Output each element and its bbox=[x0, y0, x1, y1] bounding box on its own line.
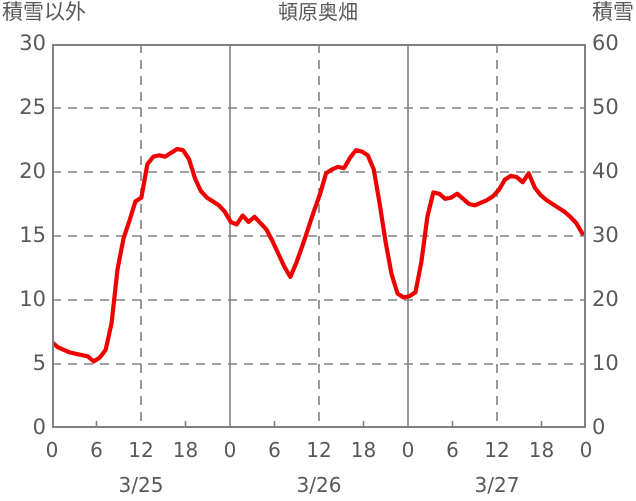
x-tick-label: 12 bbox=[306, 438, 332, 462]
y-tick-label-right: 60 bbox=[592, 31, 619, 55]
y-tick-label-left: 10 bbox=[19, 287, 46, 311]
y-tick-label-left: 30 bbox=[19, 31, 46, 55]
page-title: 頓原奥畑 bbox=[278, 0, 358, 24]
x-tick-label: 12 bbox=[128, 438, 154, 462]
y-tick-label-left: 5 bbox=[32, 351, 46, 375]
x-tick-label: 18 bbox=[350, 438, 377, 462]
plot-canvas bbox=[52, 44, 586, 428]
left-axis-caption: 積雪以外 bbox=[2, 0, 86, 24]
y-tick-label-right: 30 bbox=[592, 223, 619, 247]
x-tick-label: 0 bbox=[401, 438, 415, 462]
y-tick-label-right: 50 bbox=[592, 95, 619, 119]
day-label: 3/27 bbox=[474, 473, 520, 497]
plot-area bbox=[52, 44, 586, 428]
x-axis-tick-marks bbox=[95, 421, 543, 428]
right-axis-caption: 積雪 bbox=[592, 0, 634, 24]
y-tick-label-left: 15 bbox=[19, 223, 46, 247]
day-label: 3/25 bbox=[118, 473, 164, 497]
x-tick-label: 6 bbox=[268, 438, 281, 462]
x-tick-label: 12 bbox=[484, 438, 510, 462]
x-tick-label: 6 bbox=[90, 438, 103, 462]
series-line-snow-other bbox=[52, 146, 585, 364]
data-series-layer bbox=[52, 146, 585, 364]
y-tick-label-right: 40 bbox=[592, 159, 619, 183]
day-boundary-lines bbox=[229, 44, 409, 428]
x-tick-label: 6 bbox=[446, 438, 459, 462]
y-tick-label-left: 0 bbox=[32, 415, 46, 439]
x-tick-label: 18 bbox=[172, 438, 199, 462]
y-tick-label-right: 20 bbox=[592, 287, 619, 311]
x-tick-label: 0 bbox=[223, 438, 237, 462]
y-tick-label-left: 20 bbox=[19, 159, 46, 183]
x-tick-label: 18 bbox=[528, 438, 555, 462]
x-tick-label: 0 bbox=[579, 438, 593, 462]
day-label: 3/26 bbox=[296, 473, 342, 497]
grid-lines bbox=[52, 44, 586, 428]
y-tick-label-left: 25 bbox=[19, 95, 46, 119]
y-tick-label-right: 0 bbox=[592, 415, 606, 439]
y-tick-label-right: 10 bbox=[592, 351, 619, 375]
x-tick-label: 0 bbox=[45, 438, 59, 462]
